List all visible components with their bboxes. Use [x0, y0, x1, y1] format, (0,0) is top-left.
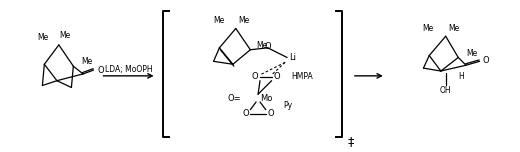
Text: O: O: [265, 42, 271, 51]
Text: O: O: [97, 66, 103, 74]
Text: H: H: [458, 72, 464, 81]
Text: Py: Py: [283, 101, 292, 110]
Text: OH: OH: [440, 86, 451, 95]
Text: Li: Li: [290, 53, 296, 62]
Text: O: O: [252, 72, 258, 81]
Text: ‡: ‡: [348, 135, 354, 148]
Text: Me: Me: [423, 24, 434, 33]
Text: Me: Me: [81, 57, 93, 66]
Text: O: O: [482, 56, 489, 65]
Text: HMPA: HMPA: [291, 72, 313, 81]
Text: Me: Me: [238, 16, 249, 25]
Text: Me: Me: [38, 33, 49, 42]
Text: O=: O=: [227, 94, 241, 103]
Text: O: O: [273, 72, 280, 81]
Text: Me: Me: [213, 16, 224, 25]
Text: O: O: [242, 109, 249, 118]
Text: Me: Me: [448, 24, 459, 33]
Text: Me: Me: [59, 31, 70, 40]
Text: Me: Me: [256, 41, 268, 50]
Text: LDA; MoOPH: LDA; MoOPH: [105, 65, 152, 74]
Text: Me: Me: [466, 49, 477, 58]
Text: O: O: [267, 109, 274, 118]
Text: Mo: Mo: [260, 94, 272, 103]
